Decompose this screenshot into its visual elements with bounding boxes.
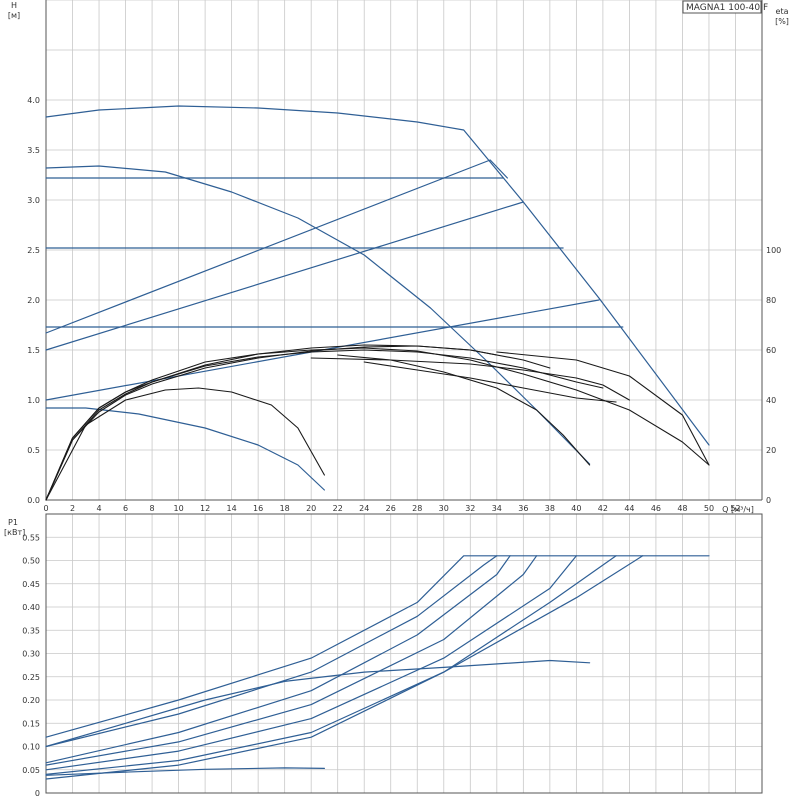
- x-tick-label: 40: [571, 504, 581, 513]
- head-curve: [45, 165, 591, 465]
- x-tick-label: 0: [43, 504, 48, 513]
- head-curve: [45, 159, 508, 334]
- y-tick-label-eta: 100: [766, 246, 781, 255]
- head-curve: [496, 351, 710, 466]
- y-tick-label-power: 0.25: [22, 673, 40, 682]
- x-tick-label: 28: [412, 504, 422, 513]
- y-tick-label-power: 0.40: [22, 603, 40, 612]
- head-curve: [310, 357, 630, 401]
- y-axis-title-power: P1: [8, 518, 18, 527]
- x-tick-label: 2: [70, 504, 75, 513]
- x-tick-label: 46: [651, 504, 661, 513]
- head-curve: [45, 407, 325, 491]
- y-tick-label-power: 0: [35, 789, 40, 798]
- y-tick-label-power: 0.45: [22, 580, 40, 589]
- x-tick-label: 26: [386, 504, 396, 513]
- y-tick-label-eta: 80: [766, 296, 776, 305]
- y-axis-unit-head: [м]: [8, 11, 20, 20]
- x-tick-label: 18: [280, 504, 290, 513]
- head-curve: [45, 345, 498, 501]
- power-curve: [45, 659, 591, 748]
- x-tick-label: 22: [333, 504, 343, 513]
- y-tick-label-head: 3.5: [27, 146, 40, 155]
- head-curve: [45, 201, 524, 351]
- power-curve: [45, 555, 617, 775]
- y-axis-title-head: H: [11, 1, 17, 10]
- y-tick-label-eta: 60: [766, 346, 776, 355]
- x-axis-title: Q [м³/ч]: [722, 505, 754, 514]
- y-tick-label-eta: 20: [766, 446, 776, 455]
- y-tick-label-power: 0.20: [22, 696, 40, 705]
- power-curve: [45, 555, 644, 780]
- y-tick-label-power: 0.55: [22, 533, 40, 542]
- model-badge: MAGNA1 100-40 F: [682, 0, 768, 14]
- y-tick-label-power: 0.05: [22, 766, 40, 775]
- y-axis-unit-eta: [%]: [775, 17, 789, 26]
- y-tick-label-eta: 0: [766, 496, 771, 505]
- y-tick-label-head: 4.0: [27, 96, 40, 105]
- x-tick-label: 6: [123, 504, 128, 513]
- head-curve: [45, 387, 325, 501]
- x-tick-label: 42: [598, 504, 608, 513]
- y-tick-label-power: 0.50: [22, 557, 40, 566]
- y-tick-label-head: 2.5: [27, 246, 40, 255]
- x-tick-label: 50: [704, 504, 714, 513]
- x-tick-label: 38: [545, 504, 555, 513]
- y-axis-unit-power: [кВт]: [4, 528, 25, 537]
- power-curve: [45, 555, 511, 764]
- model-label: MAGNA1 100-40 F: [686, 3, 768, 13]
- y-tick-label-head: 2.0: [27, 296, 40, 305]
- y-tick-label-power: 0.35: [22, 626, 40, 635]
- x-tick-label: 34: [492, 504, 502, 513]
- x-tick-label: 30: [439, 504, 449, 513]
- y-tick-label-eta: 40: [766, 396, 776, 405]
- x-tick-label: 4: [96, 504, 101, 513]
- y-tick-label-head: 1.0: [27, 396, 40, 405]
- y-tick-label-head: 0.0: [27, 496, 40, 505]
- x-tick-label: 8: [150, 504, 155, 513]
- power-curve: [45, 555, 577, 771]
- x-tick-label: 14: [227, 504, 237, 513]
- power-curve: [45, 555, 538, 766]
- x-tick-label: 44: [624, 504, 634, 513]
- power-curve: [45, 555, 710, 738]
- y-tick-label-power: 0.10: [22, 743, 40, 752]
- x-tick-label: 52: [730, 504, 740, 513]
- y-tick-label-head: 3.0: [27, 196, 40, 205]
- y-tick-label-head: 1.5: [27, 346, 40, 355]
- y-axis-title-eta: eta: [776, 7, 789, 16]
- y-tick-label-power: 0.15: [22, 719, 40, 728]
- head-curve: [45, 105, 710, 446]
- y-tick-label-head: 0.5: [27, 446, 40, 455]
- power-curve: [45, 555, 498, 748]
- power-curve: [45, 767, 325, 776]
- x-tick-label: 32: [465, 504, 475, 513]
- head-curve: [363, 361, 617, 403]
- x-tick-label: 20: [306, 504, 316, 513]
- power-plot-frame: [45, 513, 763, 794]
- y-tick-label-power: 0.30: [22, 650, 40, 659]
- x-tick-label: 16: [253, 504, 263, 513]
- x-tick-label: 10: [173, 504, 183, 513]
- x-tick-label: 12: [200, 504, 210, 513]
- x-tick-label: 24: [359, 504, 369, 513]
- x-tick-label: 36: [518, 504, 528, 513]
- head-curve: [45, 349, 604, 501]
- x-tick-label: 48: [677, 504, 687, 513]
